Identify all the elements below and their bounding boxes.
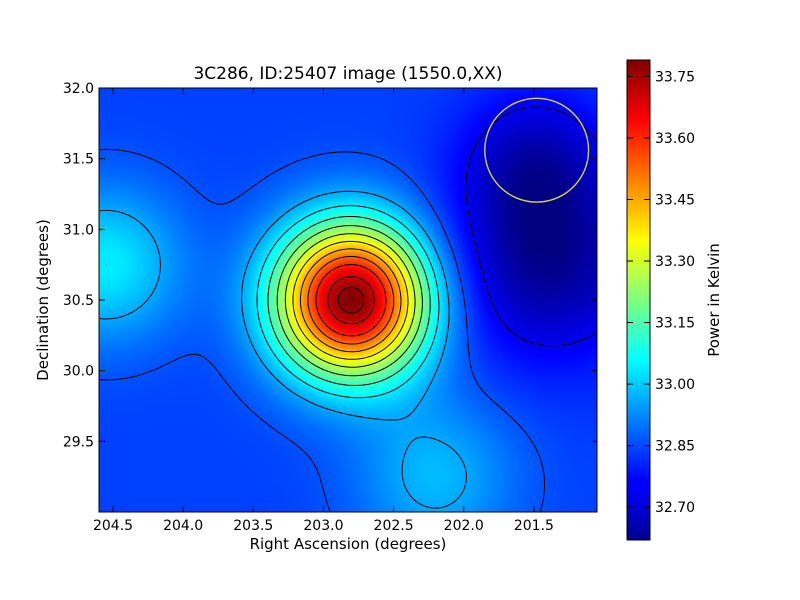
x-tick-label: 202.0 (444, 518, 484, 534)
x-tick-label: 202.5 (374, 518, 414, 534)
colorbar-tick-label: 33.15 (655, 316, 695, 332)
contour-line (99, 148, 545, 512)
contour-line (284, 233, 416, 368)
contour-line (292, 240, 409, 360)
contour-line (465, 106, 597, 347)
contour-line (267, 216, 431, 386)
x-tick-label: 204.5 (93, 518, 133, 534)
contour-line (99, 190, 467, 509)
contour-line (327, 276, 375, 325)
colorbar-gradient (627, 60, 650, 540)
y-tick-label: 30.0 (63, 364, 94, 380)
y-tick-label: 31.5 (63, 152, 94, 168)
colorbar-frame (626, 59, 651, 541)
colorbar-tick-label: 33.60 (655, 131, 695, 147)
heatmap-image (99, 88, 597, 512)
colorbar-tick-label: 32.70 (655, 500, 695, 516)
y-axis-label: Declination (degrees) (34, 219, 52, 381)
colorbar-label: Power in Kelvin (705, 243, 723, 357)
x-axis-ticks: 204.5 204.0 203.5 203.0 202.5 202.0 201.5 (93, 88, 554, 534)
beam-circle (484, 97, 590, 203)
colorbar-tick-label: 32.85 (655, 439, 695, 455)
contour-line (105, 205, 440, 399)
colorbar-tick-label: 33.75 (655, 69, 695, 85)
y-tick-label: 30.5 (63, 293, 94, 309)
y-tick-label: 31.0 (63, 222, 94, 238)
x-tick-label: 203.5 (233, 518, 273, 534)
x-axis-label: Right Ascension (degrees) (250, 535, 447, 553)
contour-line (338, 286, 365, 314)
contour-line (276, 225, 423, 377)
colorbar-tick-label: 33.30 (655, 254, 695, 270)
colorbar: 32.70 32.85 33.00 33.15 33.30 33.45 33.60 33.75… (626, 59, 723, 541)
contour-line (307, 256, 395, 345)
x-tick-label: 203.0 (303, 518, 343, 534)
x-tick-label: 201.5 (514, 518, 554, 534)
heatmap-panel (98, 87, 598, 513)
y-tick-label: 32.0 (63, 81, 94, 97)
colorbar-tick-label: 33.00 (655, 377, 695, 393)
x-tick-label: 204.0 (163, 518, 203, 534)
y-tick-label: 29.5 (63, 434, 94, 450)
colorbar-tick-label: 33.45 (655, 192, 695, 208)
y-axis-ticks: 29.5 30.0 30.5 31.0 31.5 32.0 (63, 81, 597, 450)
contour-lines (99, 106, 597, 512)
chart-title: 3C286, ID:25407 image (1550.0,XX) (193, 64, 502, 84)
colorbar-ticks: 32.70 32.85 33.00 33.15 33.30 33.45 33.60 33.75 (627, 69, 695, 516)
contour-line (299, 248, 402, 353)
contour-line (315, 264, 387, 337)
